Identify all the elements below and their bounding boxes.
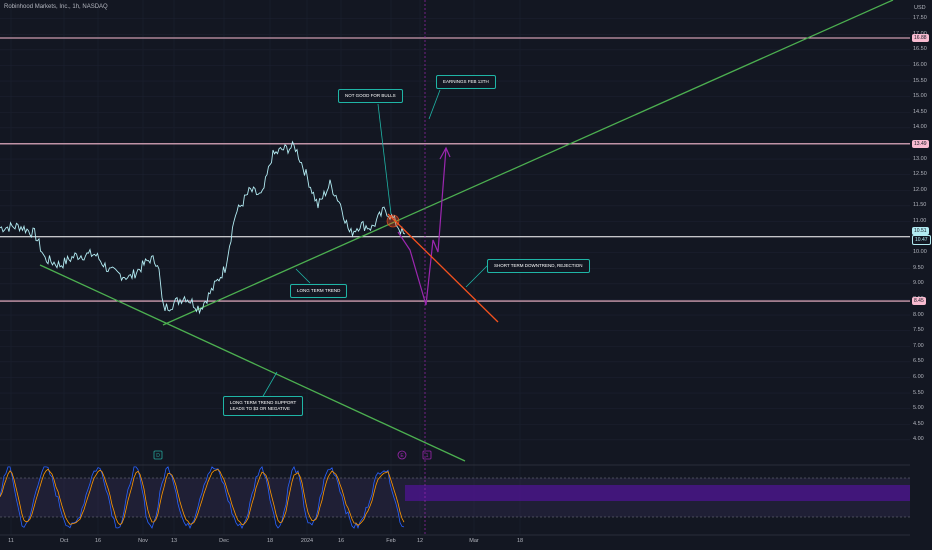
price-tick-label: 11.50 (913, 202, 927, 209)
annotation-long-term-support[interactable]: LONG TERM TREND SUPPORT LEADS TO $3 OR N… (223, 396, 304, 416)
price-tick-label: 4.50 (913, 420, 924, 427)
price-tick-label: 11.00 (913, 217, 927, 224)
leader-long-term (295, 268, 311, 284)
price-axis[interactable]: USD (910, 0, 932, 535)
time-tick-label: 18 (516, 538, 524, 544)
oscillator-d-line (0, 468, 405, 526)
time-tick-label: Oct (59, 538, 69, 544)
price-tick-label: 12.00 (913, 186, 927, 193)
price-tick-label: 14.00 (913, 124, 927, 131)
uptrend-line (162, 0, 894, 326)
leader-earnings (428, 89, 441, 120)
time-tick-label: 18 (266, 538, 274, 544)
annotation-text: EARNINGS FEB 13TH (443, 79, 489, 84)
earnings-marker (397, 450, 407, 460)
time-tick-label: 13 (170, 538, 178, 544)
price-tick-label: 10.00 (913, 249, 927, 256)
trendlines[interactable] (39, 0, 894, 462)
time-tick-label: Nov (138, 538, 148, 544)
support-downtrend-line (39, 264, 466, 462)
price-tick-label: 7.50 (913, 327, 924, 334)
annotation-text-line1: LONG TERM TREND SUPPORT (230, 400, 297, 405)
price-level-label: 13.49 (912, 139, 929, 148)
price-tick-label: 8.00 (913, 311, 924, 318)
price-tick-label: 13.00 (913, 155, 927, 162)
price-level-label: 16.88 (912, 34, 929, 42)
leader-not-good (377, 103, 392, 215)
time-tick-label: 2024 (300, 538, 314, 544)
time-tick-label: Feb (386, 538, 396, 544)
price-tick-label: 5.50 (913, 389, 924, 396)
time-tick-label: 16 (337, 538, 345, 544)
projection-lines[interactable] (386, 146, 499, 323)
price-tick-label: 16.50 (913, 46, 927, 53)
price-tick-label: 6.50 (913, 358, 924, 365)
annotation-short-term-downtrend[interactable]: SHORT TERM DOWNTREND, REJECTION (487, 259, 590, 273)
annotation-earnings[interactable]: EARNINGS FEB 13TH (436, 75, 496, 89)
time-tick-label: 11 (8, 538, 14, 544)
price-tick-label: 4.00 (913, 436, 924, 443)
event-marker (153, 450, 163, 460)
price-tick-label: 5.00 (913, 405, 924, 412)
price-level-label: 8.45 (912, 297, 926, 306)
time-tick-label: 12 (416, 538, 424, 544)
price-tick-label: 6.00 (913, 373, 924, 380)
short-term-downtrend-line (387, 213, 499, 323)
annotation-text: SHORT TERM DOWNTREND, REJECTION (494, 263, 583, 268)
callout-leaders (261, 89, 489, 399)
annotation-text: NOT GOOD FOR BULLS (345, 93, 396, 98)
leader-support (261, 371, 278, 399)
price-tick-label: 9.00 (913, 280, 924, 287)
symbol-title: Robinhood Markets, Inc., 1h, NASDAQ (4, 4, 108, 10)
time-tick-label: 16 (94, 538, 102, 544)
price-tick-label: 7.00 (913, 342, 924, 349)
price-tick-label: 14.50 (913, 108, 927, 115)
annotation-text-line2: LEADS TO $3 OR NEGATIVE (230, 406, 291, 411)
price-level-label: 10.47 (912, 234, 931, 245)
annotation-text: LONG TERM TREND (297, 288, 341, 293)
event-marker-label: D (156, 453, 160, 459)
price-tick-label: 16.00 (913, 61, 927, 68)
price-tick-label: 17.00 (913, 31, 927, 37)
time-tick-label: Dec (219, 538, 229, 544)
price-level-label: 10.51 (912, 226, 929, 235)
event-marker-label: E (400, 453, 404, 459)
oscillator-band (405, 485, 910, 501)
event-marker (422, 450, 432, 460)
leader-short-term (465, 264, 489, 288)
event-markers[interactable]: D E 1 (153, 450, 432, 460)
rejection-marker (386, 214, 400, 228)
time-tick-label: Mar (469, 538, 479, 544)
annotation-long-term-trend[interactable]: LONG TERM TREND (290, 284, 348, 298)
event-marker-label: 1 (426, 453, 429, 459)
horizontal-levels[interactable] (0, 37, 910, 302)
price-tick-label: 15.00 (913, 93, 927, 100)
projection-path (397, 147, 447, 306)
currency-label: USD (914, 5, 926, 11)
price-line (0, 140, 406, 315)
price-tick-label: 17.50 (913, 15, 927, 22)
price-tick-label: 9.50 (913, 264, 924, 271)
stochastic-oscillator: 80.0020.0034.0626.74 (0, 464, 931, 530)
price-tick-label: 12.50 (913, 171, 927, 178)
annotation-not-good-for-bulls[interactable]: NOT GOOD FOR BULLS (338, 89, 403, 103)
oscillator-k-line (0, 465, 405, 530)
price-tick-label: 15.50 (913, 77, 927, 84)
projection-arrowhead (439, 146, 451, 160)
